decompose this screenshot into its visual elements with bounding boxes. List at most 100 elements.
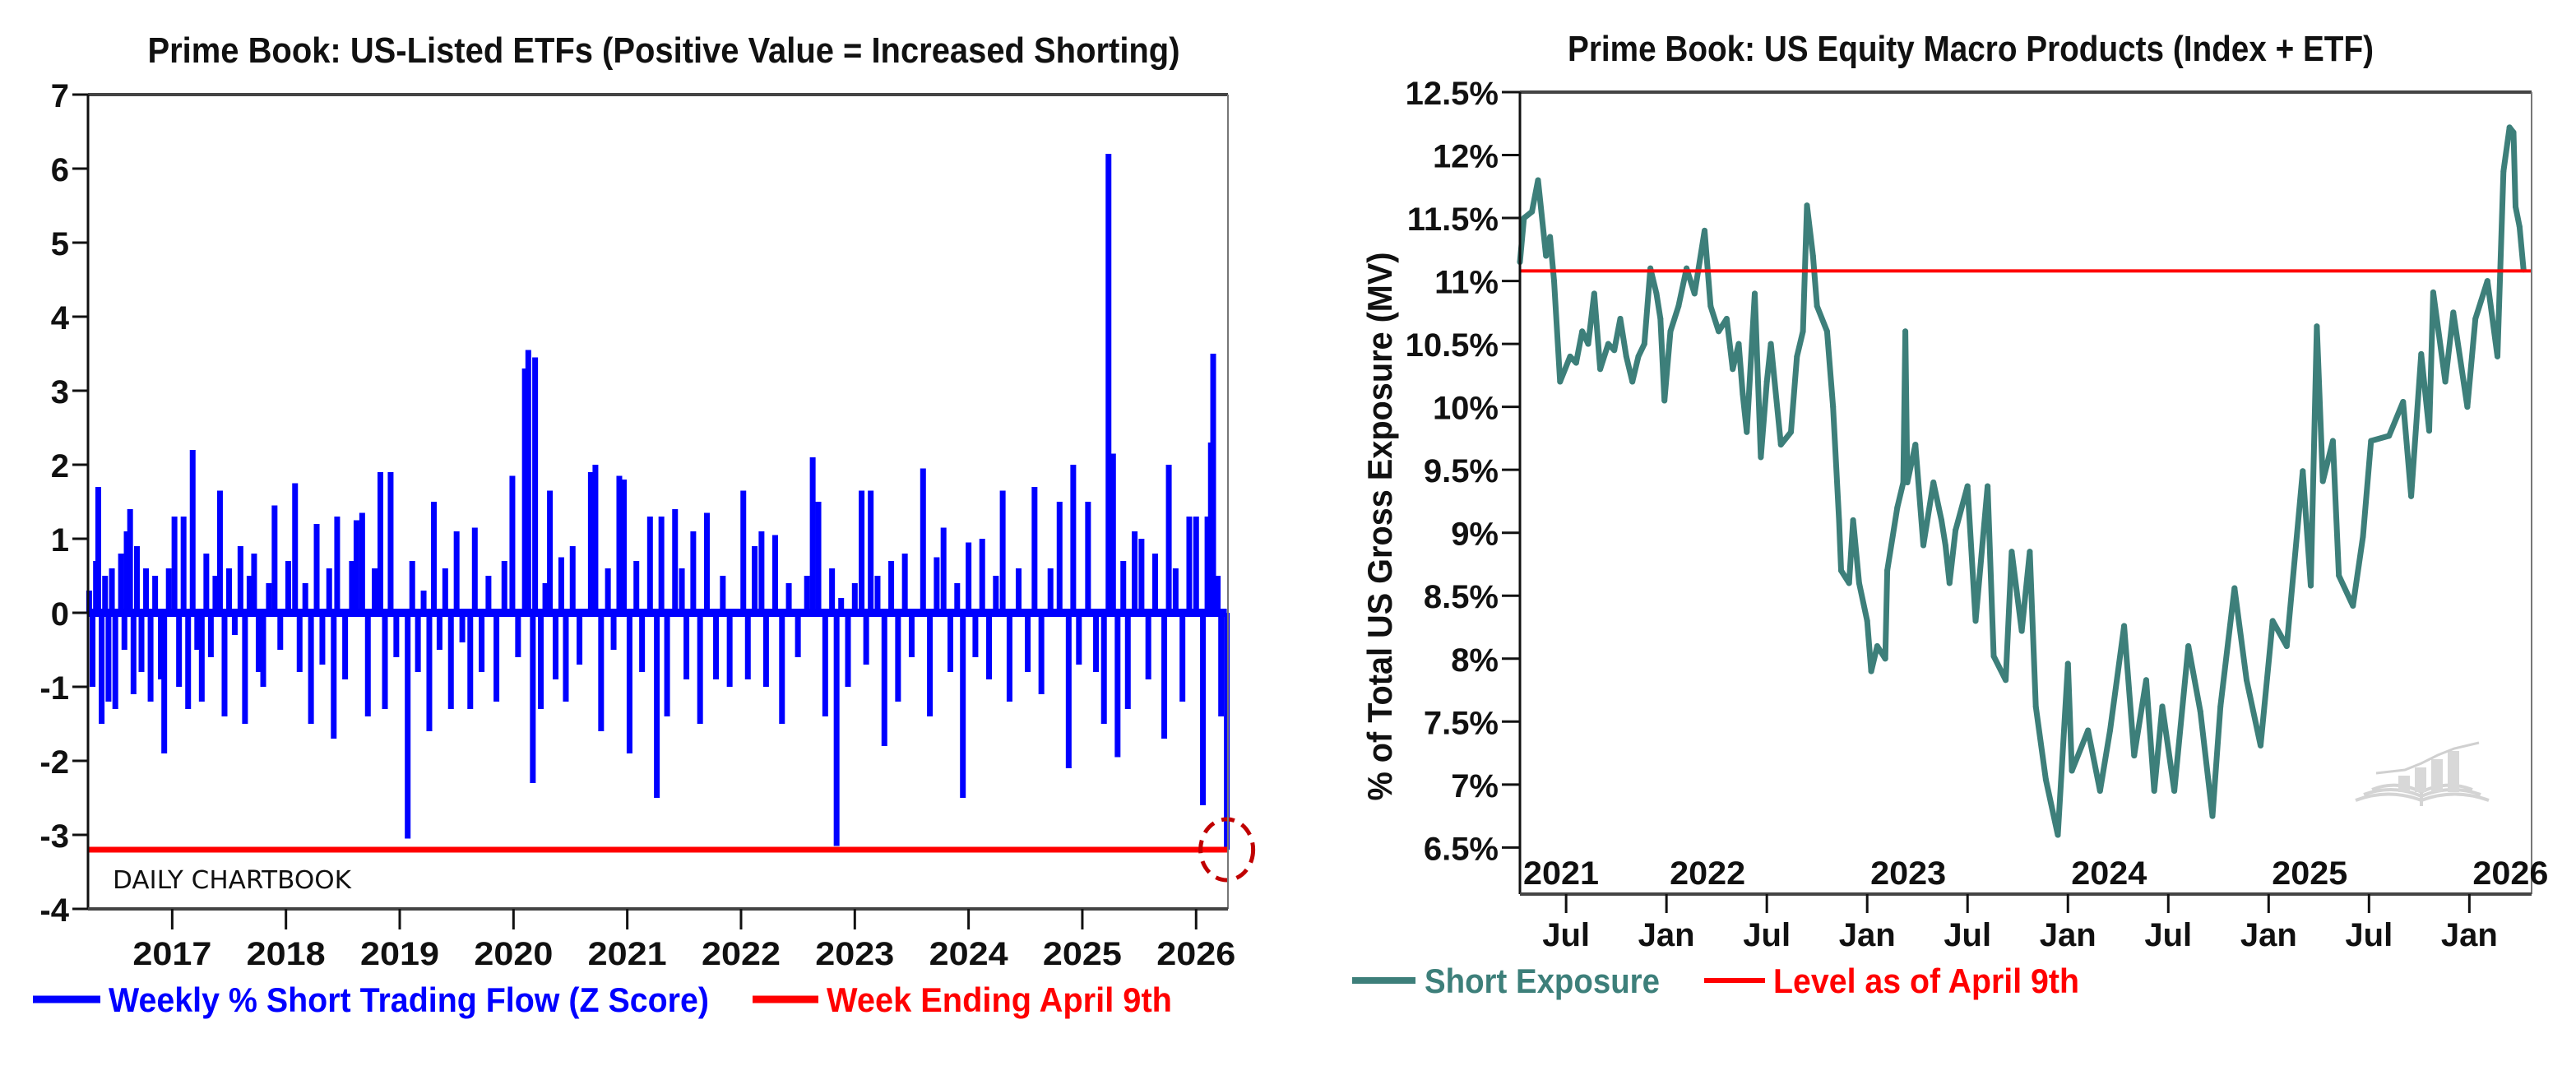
short-exposure-point <box>1597 366 1604 373</box>
flow-bar <box>331 613 337 739</box>
flow-bar <box>592 465 599 613</box>
flow-bar <box>326 568 332 613</box>
flow-bar <box>626 613 632 753</box>
short-exposure-point <box>2484 278 2490 285</box>
short-exposure-point <box>1884 568 1891 574</box>
short-exposure-point <box>2408 493 2415 499</box>
flow-bar <box>180 517 187 613</box>
short-exposure-point <box>1856 580 1862 586</box>
flow-bar <box>501 561 507 613</box>
flow-bar <box>138 613 145 672</box>
short-exposure-point <box>1623 353 1629 359</box>
flow-bar <box>672 509 679 613</box>
flow-bar <box>1120 561 1127 613</box>
short-exposure-point <box>1777 442 1784 448</box>
short-exposure-point <box>2300 468 2306 475</box>
x-month-label: Jan <box>1638 917 1695 953</box>
x-year-label: 2026 <box>2472 855 2548 892</box>
flow-bar <box>845 613 851 687</box>
flow-bar <box>123 531 130 613</box>
flow-bar <box>105 613 112 702</box>
short-exposure-point <box>2131 753 2138 759</box>
x-tick-label: 2022 <box>702 936 781 972</box>
x-month-label: Jul <box>1944 917 1991 953</box>
short-exposure-point <box>1904 479 1911 485</box>
flow-bar <box>319 613 326 665</box>
short-exposure-point <box>1814 303 1820 309</box>
short-exposure-point <box>2464 404 2471 410</box>
legend-label-short-flow: Weekly % Short Trading Flow (Z Score) <box>109 980 709 1019</box>
short-exposure-point <box>2069 767 2075 774</box>
x-tick-label: 2026 <box>1156 936 1235 972</box>
flow-bar <box>1145 613 1151 679</box>
flow-bar <box>99 613 105 724</box>
x-tick-label: 2024 <box>929 936 1009 972</box>
flow-bar <box>569 546 576 613</box>
short-exposure-point <box>1529 208 1536 215</box>
short-exposure-point <box>1920 542 1927 549</box>
flow-bar <box>744 613 751 679</box>
flow-bar <box>654 613 660 798</box>
x-tick-label: 2025 <box>1043 936 1122 972</box>
flow-bar <box>382 613 388 709</box>
flow-bar <box>1186 517 1193 613</box>
flow-bar <box>203 554 210 613</box>
short-exposure-point <box>1635 353 1642 359</box>
short-exposure-point <box>1550 278 1557 285</box>
flow-bar <box>986 613 993 679</box>
flow-bar <box>664 613 670 716</box>
flow-bar <box>920 468 926 613</box>
y-tick-label: 7.5% <box>1424 705 1499 741</box>
y-axis-ticks: 12.5% 12% 11.5% 11% 10.5% 10% 9.5% 9% 8.5% 8% 7.5%… <box>1406 76 1520 867</box>
short-exposure-point <box>1953 527 1959 534</box>
x-month-label: Jul <box>1743 917 1791 953</box>
flow-bar <box>1031 487 1038 613</box>
short-exposure-point <box>2336 572 2342 579</box>
x-tick-label: 2018 <box>247 936 326 972</box>
bar-chart-icon <box>2398 776 2410 792</box>
short-exposure-point <box>2319 478 2326 484</box>
short-exposure-point <box>2386 433 2393 439</box>
flow-bar <box>901 554 908 613</box>
etf-short-flow-chart: Prime Book: US-Listed ETFs (Positive Val… <box>33 30 1256 1019</box>
flow-bar <box>868 490 874 613</box>
short-exposure-point <box>1629 378 1636 385</box>
bar-chart-icon-bar <box>2415 767 2426 792</box>
flow-bar <box>152 576 159 613</box>
short-exposure-point <box>1723 316 1730 322</box>
flow-bar <box>242 613 248 724</box>
watermark-logo <box>2355 741 2490 806</box>
x-axis-ticks: 2017 2018 2019 2020 2021 2022 2023 2024 2025 2026 <box>132 909 1235 972</box>
flow-bar <box>127 509 133 613</box>
y-tick-label: 9.5% <box>1424 453 1499 489</box>
flow-bar <box>752 546 758 613</box>
x-month-label: Jan <box>2040 917 2096 953</box>
short-exposure-point <box>1794 353 1800 359</box>
flow-bar <box>1204 517 1211 613</box>
flow-bar <box>349 561 355 613</box>
short-exposure-point <box>1661 397 1668 404</box>
flow-bar <box>954 583 961 613</box>
y-tick-label: 9% <box>1451 517 1499 553</box>
short-exposure-point <box>1744 429 1750 435</box>
short-exposure-point <box>1521 215 1527 221</box>
x-tick-label: 2017 <box>132 936 211 972</box>
short-exposure-point <box>2185 642 2192 649</box>
short-exposure-point <box>1605 341 1611 347</box>
flow-bar <box>1100 613 1107 724</box>
flow-bar <box>758 531 765 613</box>
flow-bar <box>509 475 516 613</box>
flow-bar <box>207 613 214 657</box>
flow-bar <box>616 475 623 613</box>
flow-bar <box>285 561 291 613</box>
y-axis-label: % of Total US Gross Exposure (MV) <box>1360 253 1399 801</box>
short-exposure-point <box>1942 542 1948 549</box>
flow-bar <box>621 480 628 613</box>
flow-bar <box>353 520 359 613</box>
flow-bar <box>485 576 492 613</box>
flow-bar <box>405 613 411 839</box>
short-exposure-point <box>1990 653 1997 660</box>
x-month-label: Jan <box>2441 917 2498 953</box>
flow-bar <box>112 613 118 709</box>
flow-bar <box>90 613 96 687</box>
